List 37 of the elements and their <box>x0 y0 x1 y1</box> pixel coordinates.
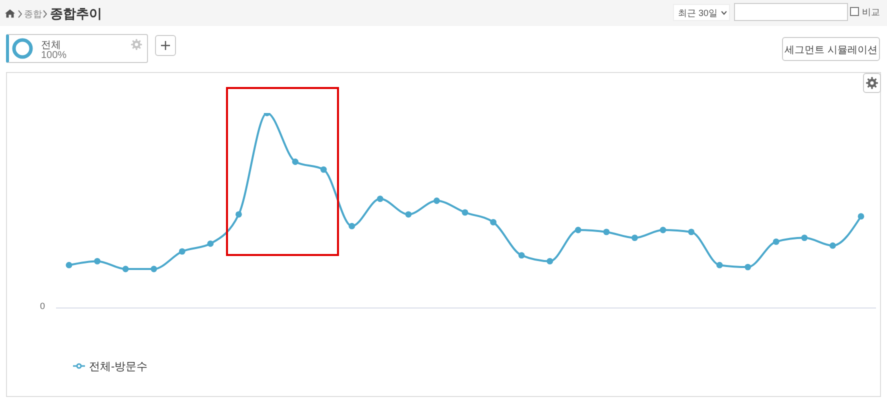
point <box>858 213 864 220</box>
point <box>462 209 468 216</box>
point <box>348 222 356 230</box>
point <box>830 242 836 249</box>
point <box>688 228 694 236</box>
text: 전체 <box>41 39 61 51</box>
point <box>801 234 808 241</box>
point <box>320 166 327 173</box>
text: 100% <box>41 50 67 61</box>
point <box>518 252 525 259</box>
point <box>236 211 242 218</box>
point <box>122 266 129 272</box>
point <box>744 264 752 270</box>
text: 0 <box>40 301 46 311</box>
point <box>772 238 780 245</box>
point <box>716 262 723 268</box>
point <box>574 226 582 234</box>
point <box>178 248 186 255</box>
point <box>66 262 72 268</box>
chart-title: 종합추이 <box>50 5 102 23</box>
point <box>632 234 638 241</box>
text: 비교 <box>862 6 880 19</box>
point <box>603 228 610 236</box>
point <box>546 258 554 264</box>
point <box>292 158 298 165</box>
point <box>94 258 100 264</box>
text: 종합 <box>24 8 42 21</box>
point <box>207 240 214 247</box>
point <box>434 198 440 204</box>
legend-label: 전체-방문수 <box>89 361 148 373</box>
point <box>660 226 666 234</box>
button: 세그먼트 시뮬레이션 <box>782 37 880 61</box>
dropdown: 최근 30일 <box>673 4 730 21</box>
point <box>490 219 496 226</box>
point <box>150 266 158 272</box>
point <box>376 196 384 202</box>
point <box>405 211 412 218</box>
